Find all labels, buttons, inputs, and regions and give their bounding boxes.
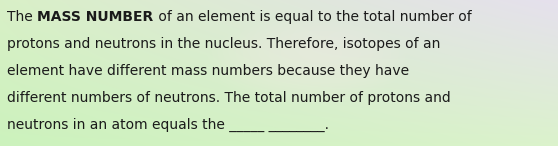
Text: element have different mass numbers because they have: element have different mass numbers beca… <box>7 64 410 78</box>
Text: protons and neutrons in the nucleus. Therefore, isotopes of an: protons and neutrons in the nucleus. The… <box>7 37 441 51</box>
Text: of an element is equal to the total number of: of an element is equal to the total numb… <box>153 10 472 24</box>
Text: neutrons in an atom equals the _____ ________.: neutrons in an atom equals the _____ ___… <box>7 118 329 132</box>
Text: different numbers of neutrons. The total number of protons and: different numbers of neutrons. The total… <box>7 91 451 105</box>
Text: MASS NUMBER: MASS NUMBER <box>37 10 153 24</box>
Text: The: The <box>7 10 37 24</box>
